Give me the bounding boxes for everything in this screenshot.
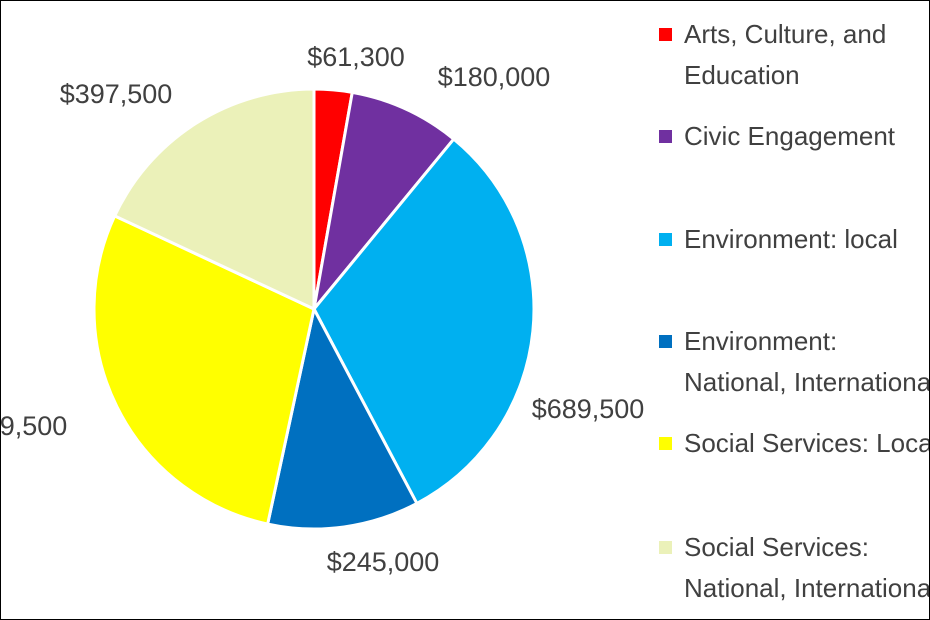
legend-label: Environment: local <box>684 224 898 254</box>
legend-label: Environment: National, International <box>684 326 930 397</box>
pie-slice[interactable] <box>112 87 316 312</box>
data-label: $629,500 <box>1 411 67 441</box>
legend-swatch <box>659 233 672 246</box>
legend-label: Arts, Culture, and Education <box>684 19 887 90</box>
pie-slice[interactable] <box>311 90 456 315</box>
legend-label: Civic Engagement <box>684 121 895 151</box>
data-label: $180,000 <box>438 62 551 92</box>
data-label: $245,000 <box>327 547 440 577</box>
legend-swatch <box>659 541 672 554</box>
pie-slice[interactable] <box>92 213 316 526</box>
legend-swatch <box>659 130 672 143</box>
legend-swatch <box>659 335 672 348</box>
legend-label: Social Services: Local <box>684 428 930 458</box>
data-label: $397,500 <box>60 79 173 109</box>
legend-swatch <box>659 28 672 41</box>
legend-swatch <box>659 437 672 450</box>
data-label: $61,300 <box>307 42 405 72</box>
data-label: $689,500 <box>532 394 645 424</box>
legend-label: Social Services: National, International <box>684 532 930 603</box>
pie-slice[interactable] <box>265 304 419 531</box>
